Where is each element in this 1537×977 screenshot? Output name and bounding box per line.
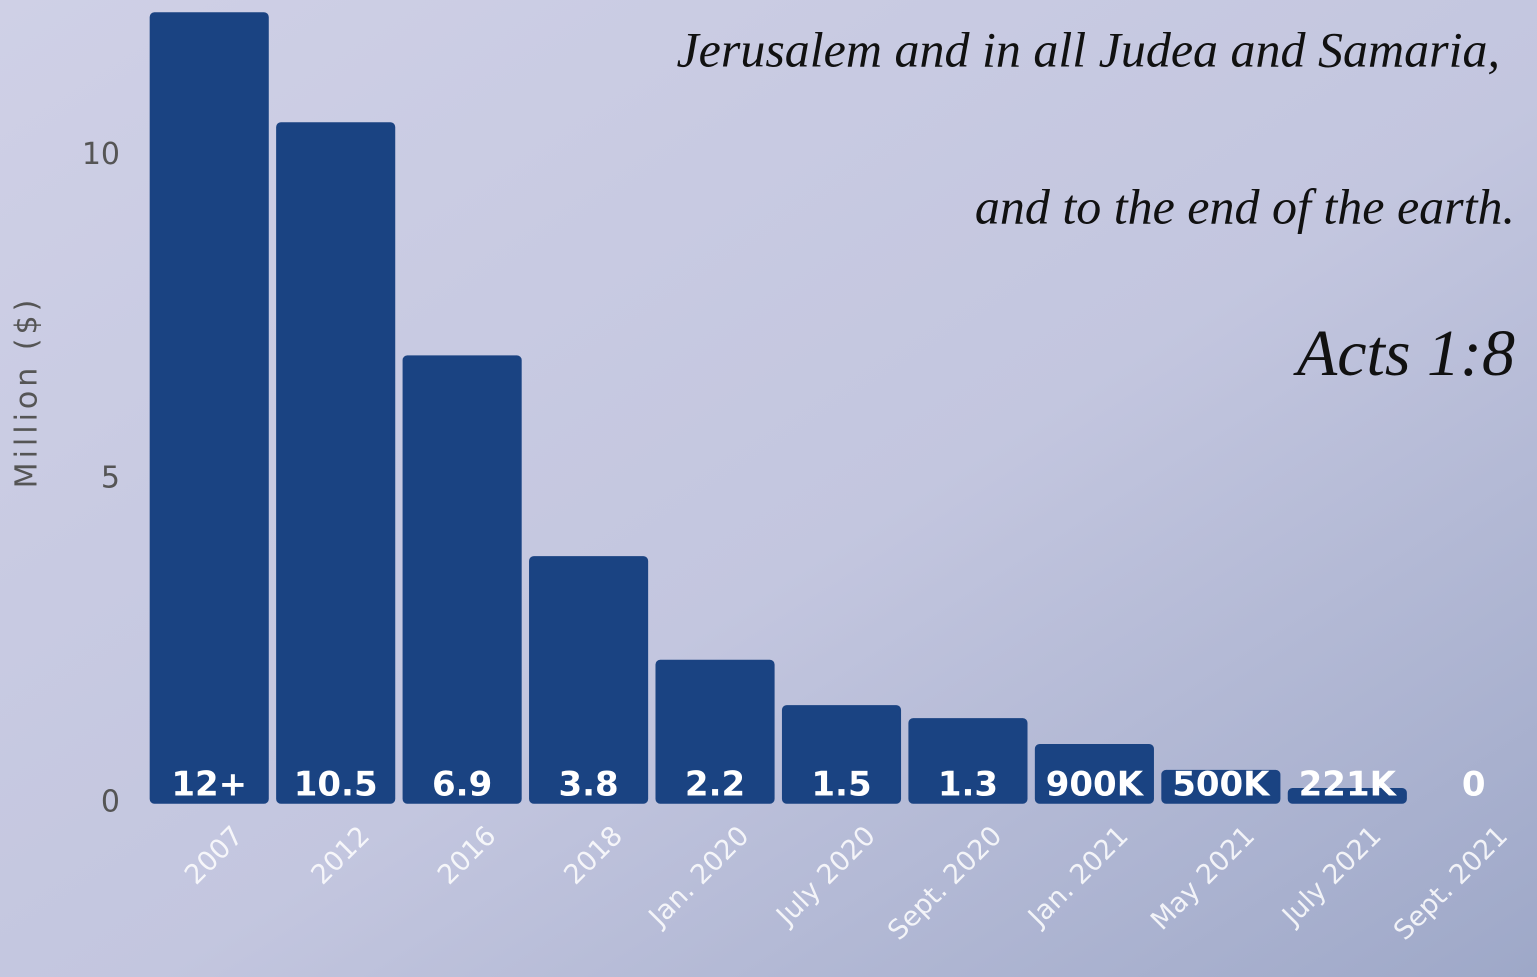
bar: [150, 13, 268, 803]
value-label: 3.8: [558, 765, 618, 805]
y-tick-label: 0: [101, 785, 120, 820]
annotation: Acts 1:8: [1293, 317, 1515, 390]
value-label: 0: [1462, 765, 1486, 805]
value-label: 10.5: [294, 765, 378, 805]
value-label: 1.5: [811, 765, 871, 805]
page: Million ($) Jerusalem and in all Judea a…: [0, 0, 1537, 977]
annotation: Jerusalem and in all Judea and Samaria,: [676, 21, 1500, 77]
bar: [277, 123, 395, 803]
value-label: 500K: [1172, 765, 1271, 805]
bar: [403, 356, 521, 803]
value-label: 2.2: [685, 765, 745, 805]
y-axis-title: Million ($): [10, 296, 45, 489]
value-label: 1.3: [938, 765, 998, 805]
value-label: 900K: [1046, 765, 1145, 805]
value-label: 6.9: [432, 765, 492, 805]
annotation: and to the end of the earth.: [975, 178, 1515, 234]
chart: Million ($) Jerusalem and in all Judea a…: [0, 0, 1537, 977]
value-label: 221K: [1299, 765, 1398, 805]
value-label: 12+: [171, 765, 247, 805]
y-tick-label: 5: [101, 461, 120, 496]
y-tick-label: 10: [82, 137, 120, 172]
